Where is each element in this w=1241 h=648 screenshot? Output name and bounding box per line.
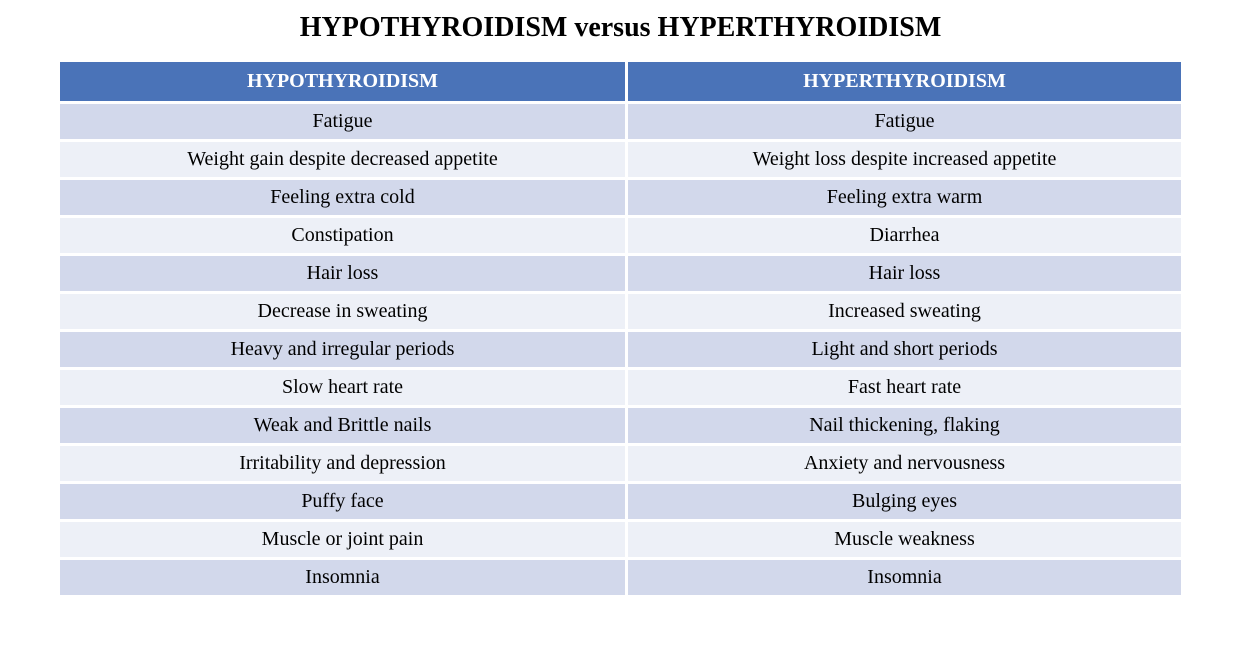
table-cell: Nail thickening, flaking: [627, 406, 1182, 444]
table-row: Slow heart rateFast heart rate: [60, 368, 1181, 406]
table-cell: Increased sweating: [627, 292, 1182, 330]
page-title: HYPOTHYROIDISM versus HYPERTHYROIDISM: [60, 12, 1181, 44]
table-cell: Weight loss despite increased appetite: [627, 140, 1182, 178]
table-row: Decrease in sweatingIncreased sweating: [60, 292, 1181, 330]
table-header-row: HYPOTHYROIDISMHYPERTHYROIDISM: [60, 62, 1181, 102]
table-cell: Irritability and depression: [60, 444, 627, 482]
table-cell: Decrease in sweating: [60, 292, 627, 330]
table-cell: Light and short periods: [627, 330, 1182, 368]
table-cell: Heavy and irregular periods: [60, 330, 627, 368]
table-row: Muscle or joint painMuscle weakness: [60, 520, 1181, 558]
table-row: Feeling extra coldFeeling extra warm: [60, 178, 1181, 216]
table-row: FatigueFatigue: [60, 102, 1181, 140]
table-cell: Insomnia: [627, 558, 1182, 596]
table-row: InsomniaInsomnia: [60, 558, 1181, 596]
table-cell: Feeling extra warm: [627, 178, 1182, 216]
table-cell: Constipation: [60, 216, 627, 254]
table-header: HYPOTHYROIDISMHYPERTHYROIDISM: [60, 62, 1181, 102]
table-cell: Fast heart rate: [627, 368, 1182, 406]
table-row: Irritability and depressionAnxiety and n…: [60, 444, 1181, 482]
table-cell: Fatigue: [60, 102, 627, 140]
table-cell: Bulging eyes: [627, 482, 1182, 520]
table-cell: Fatigue: [627, 102, 1182, 140]
table-cell: Slow heart rate: [60, 368, 627, 406]
table-cell: Hair loss: [627, 254, 1182, 292]
column-header: HYPOTHYROIDISM: [60, 62, 627, 102]
table-row: Heavy and irregular periodsLight and sho…: [60, 330, 1181, 368]
table-row: Puffy faceBulging eyes: [60, 482, 1181, 520]
table-cell: Diarrhea: [627, 216, 1182, 254]
comparison-table: HYPOTHYROIDISMHYPERTHYROIDISM FatigueFat…: [60, 62, 1181, 598]
column-header: HYPERTHYROIDISM: [627, 62, 1182, 102]
table-cell: Muscle weakness: [627, 520, 1182, 558]
table-row: ConstipationDiarrhea: [60, 216, 1181, 254]
table-cell: Anxiety and nervousness: [627, 444, 1182, 482]
table-row: Weight gain despite decreased appetiteWe…: [60, 140, 1181, 178]
table-cell: Muscle or joint pain: [60, 520, 627, 558]
table-cell: Weight gain despite decreased appetite: [60, 140, 627, 178]
table-cell: Feeling extra cold: [60, 178, 627, 216]
table-cell: Weak and Brittle nails: [60, 406, 627, 444]
table-row: Hair lossHair loss: [60, 254, 1181, 292]
table-body: FatigueFatigueWeight gain despite decrea…: [60, 102, 1181, 596]
table-cell: Puffy face: [60, 482, 627, 520]
table-row: Weak and Brittle nailsNail thickening, f…: [60, 406, 1181, 444]
table-cell: Insomnia: [60, 558, 627, 596]
table-cell: Hair loss: [60, 254, 627, 292]
